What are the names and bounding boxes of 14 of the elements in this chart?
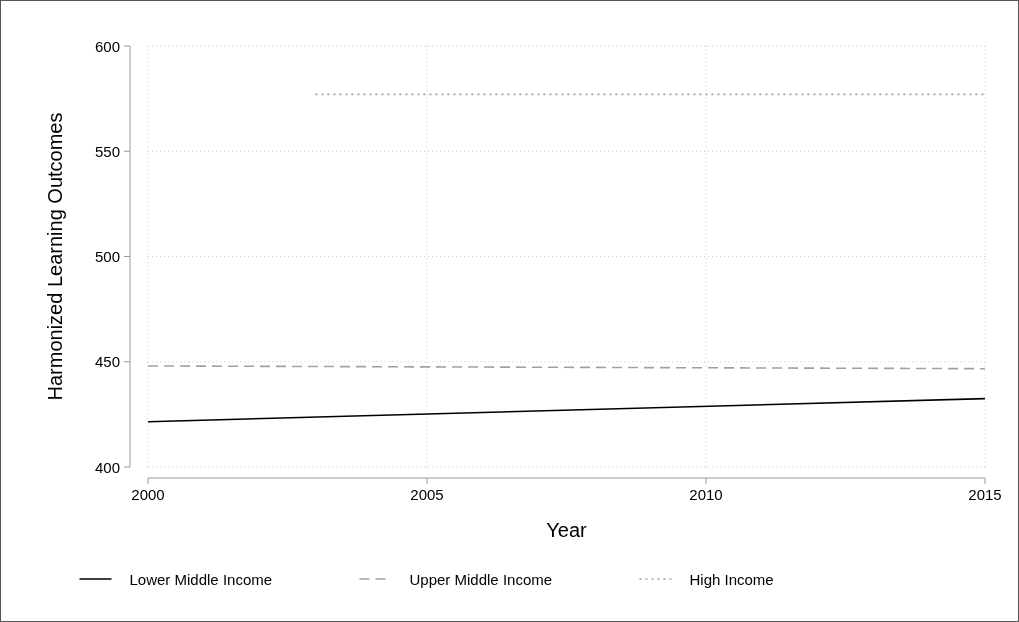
x-tick-label: 2000 — [131, 486, 165, 503]
y-axis-title: Harmonized Learning Outcomes — [44, 112, 66, 401]
x-tick-label: 2005 — [410, 486, 444, 503]
y-tick-label: 450 — [94, 353, 120, 371]
y-tick-label: 550 — [94, 142, 120, 160]
x-tick-label: 2015 — [968, 486, 1002, 503]
y-tick-label: 500 — [94, 248, 120, 265]
legend-label: Lower Middle Income — [129, 570, 273, 588]
legend-label: High Income — [689, 570, 774, 588]
y-tick-label: 400 — [94, 458, 120, 476]
x-axis-title: Year — [546, 519, 588, 541]
legend-label: Upper Middle Income — [409, 570, 553, 588]
x-tick-label: 2010 — [689, 486, 723, 503]
y-tick-label: 600 — [94, 37, 120, 55]
